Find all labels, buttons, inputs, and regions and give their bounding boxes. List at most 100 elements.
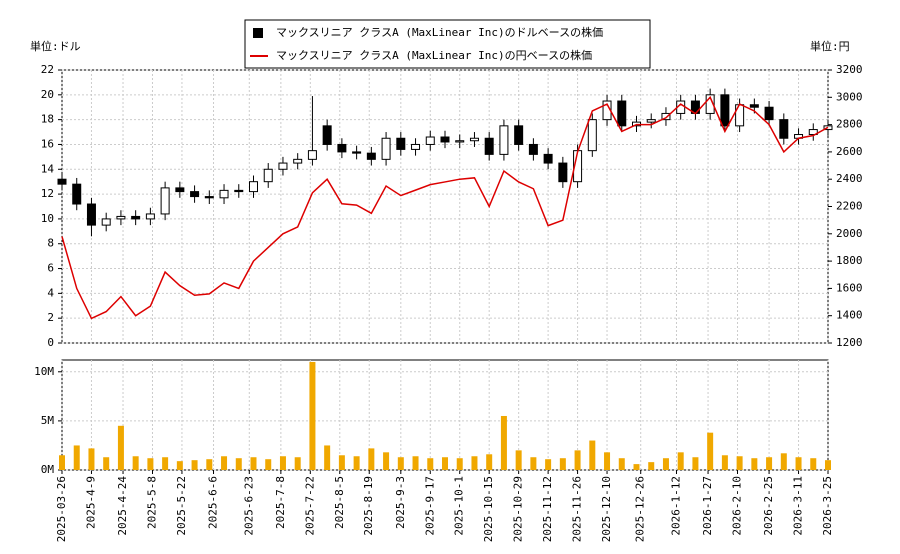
volume-bar [751,458,758,470]
candle-body [720,94,730,127]
candle-body [749,104,759,108]
volume-bar [383,452,390,470]
volume-bar [412,456,419,470]
y-tick-label: 22 [41,63,54,76]
x-tick-label: 2026-2-25 [762,476,775,536]
x-tick-label: 2025-4-9 [84,476,97,529]
y-tick-label: 12 [41,187,54,200]
volume-tick-label: 10M [34,365,54,378]
volume-bar [515,450,522,470]
volume-bar [456,458,463,470]
candle-body [352,151,362,154]
x-tick-label: 2025-10-15 [482,476,495,542]
volume-bar [574,450,581,470]
candle-body [499,125,509,155]
candle-body [514,125,524,145]
candle-body [337,143,347,153]
x-tick-label: 2025-03-26 [55,476,68,542]
candle-body [366,152,376,160]
candle-body [278,162,288,170]
y2-tick-label: 1600 [836,281,863,294]
volume-bar [368,448,375,470]
volume-bar [618,458,625,470]
y-tick-label: 16 [41,137,54,150]
x-tick-label: 2026-3-25 [821,476,834,536]
candle-body [528,143,538,155]
volume-bar [736,456,743,470]
y2-unit-label: 単位:円 [810,39,850,53]
x-tick-label: 2026-3-11 [792,476,805,536]
volume-bar [117,425,124,470]
y-tick-label: 2 [47,311,54,324]
volume-bar [766,457,773,470]
candle-body [101,218,111,226]
candle-body [661,112,671,121]
y-tick-label: 0 [47,336,54,349]
y-tick-label: 10 [41,212,54,225]
candle-body [411,143,421,150]
volume-bar [692,457,699,470]
volume-bar [353,456,360,470]
y-tick-label: 8 [47,237,54,250]
x-tick-label: 2025-10-1 [453,476,466,536]
volume-bar [825,460,831,470]
candle-body [617,100,627,127]
volume-bar [324,445,331,470]
candle-body [455,140,465,143]
x-tick-label: 2025-10-29 [512,476,525,542]
y-tick-label: 14 [41,162,55,175]
y2-tick-label: 3200 [836,63,863,76]
volume-bar [397,457,404,470]
volume-panel [61,359,829,471]
x-tick-label: 2025-9-3 [394,476,407,529]
candle-body [558,162,568,183]
x-tick-label: 2026-1-27 [701,476,714,536]
candle-body [249,181,258,193]
price-panel [61,69,829,344]
volume-bar [132,456,139,470]
yen-line [61,95,829,320]
candle-body [425,136,435,145]
volume-bar [559,458,566,470]
volume-bar [707,432,714,470]
volume-bar [810,458,817,470]
candle-body [705,94,715,114]
volume-bar [471,456,478,470]
x-tick-label: 2025-8-5 [333,476,346,529]
candle-body [72,183,82,205]
volume-bar [294,457,301,470]
volume-bar [206,459,213,470]
candle-body [484,137,494,155]
candle-body [543,153,553,164]
volume-bar [530,457,537,470]
candle-body [57,178,67,185]
candle-body [396,137,406,150]
y2-tick-label: 2400 [836,172,863,185]
candle-body [469,137,479,142]
volume-bar [442,457,448,470]
volume-bar [88,448,95,470]
y-tick-label: 18 [41,113,54,126]
volume-bar [235,458,242,470]
volume-bar [176,461,183,470]
volume-bar [221,456,228,470]
legend-label: マックスリニア クラスA (MaxLinear Inc)の円ベースの株価 [276,48,592,62]
candle-body [587,119,597,152]
volume-bar [648,462,655,470]
y2-tick-label: 1400 [836,309,863,322]
volume-tick-label: 0M [41,463,55,476]
legend-label: マックスリニア クラスA (MaxLinear Inc)のドルベースの株価 [276,25,603,39]
candle-body [219,189,229,199]
volume-bar [147,458,154,470]
volume-bar [162,457,169,470]
x-tick-label: 2025-5-22 [175,476,188,536]
volume-bar [427,458,434,470]
volume-bar [721,455,728,470]
x-tick-label: 2025-9-17 [423,476,436,536]
y-tick-label: 4 [47,286,54,299]
candle-body [293,158,303,164]
candle-body [234,189,244,193]
x-tick-label: 2025-4-24 [116,476,129,536]
volume-bar [677,452,684,470]
x-tick-label: 2025-12-10 [600,476,613,542]
